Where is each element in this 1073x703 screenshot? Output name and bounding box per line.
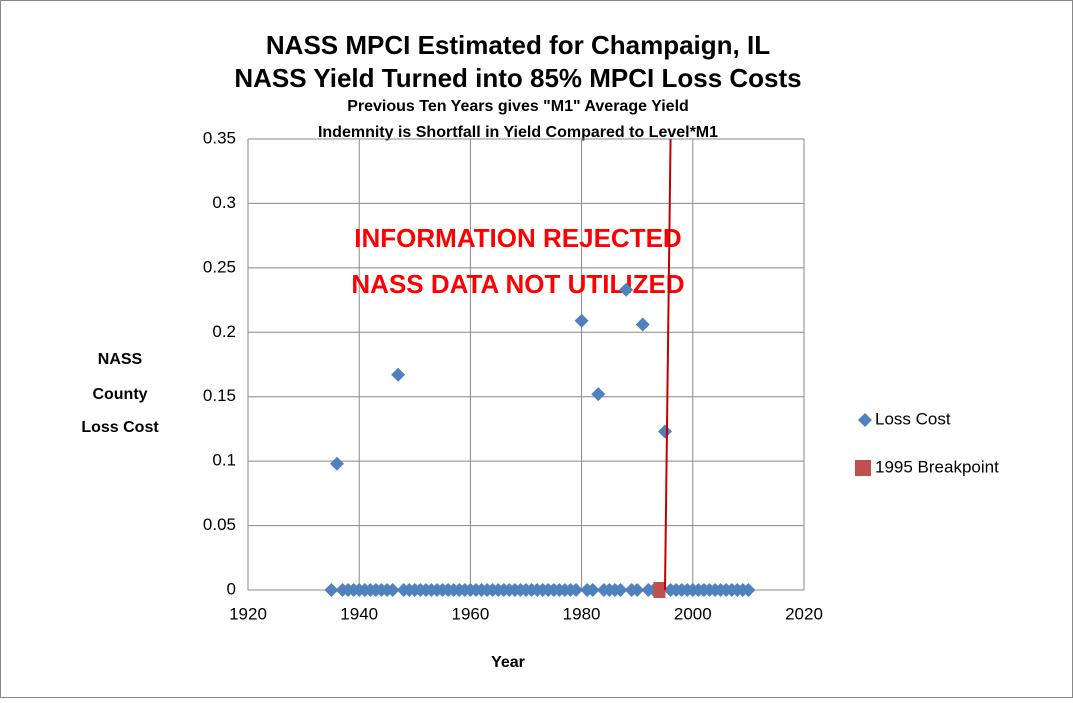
point: [391, 367, 406, 382]
annotation: NASS DATA NOT UTILIZED: [351, 269, 684, 299]
chart-subtitle: Indemnity is Shortfall in Yield Compared…: [318, 124, 718, 141]
point: [653, 582, 666, 598]
point: [658, 424, 672, 439]
legend-label: Loss Cost: [875, 409, 951, 428]
point: [591, 387, 606, 402]
y-tick-label: 0.1: [212, 451, 236, 470]
y-tick-label: 0.2: [212, 322, 236, 341]
y-tick-label: 0.35: [203, 128, 236, 147]
legend-marker: [858, 413, 872, 427]
point: [741, 583, 756, 597]
y-axis-label: Loss Cost: [81, 419, 159, 436]
y-tick-label: 0: [227, 579, 236, 598]
point: [324, 583, 339, 597]
breakpoint-line: [664, 138, 672, 591]
x-tick-label: 1960: [451, 604, 489, 623]
x-tick-label: 1980: [563, 604, 601, 623]
y-tick-label: 0.25: [203, 257, 236, 276]
y-tick-label: 0.3: [212, 193, 236, 212]
x-tick-label: 2020: [785, 604, 823, 623]
point: [613, 583, 628, 597]
annotation: INFORMATION REJECTED: [354, 223, 681, 253]
legend-label: 1995 Breakpoint: [875, 457, 999, 476]
chart-title: NASS MPCI Estimated for Champaign, IL: [266, 30, 770, 60]
y-axis-label: NASS: [98, 351, 143, 368]
x-axis-label: Year: [491, 654, 525, 671]
point: [635, 317, 650, 332]
x-tick-label: 2000: [674, 604, 712, 623]
chart-title: NASS Yield Turned into 85% MPCI Loss Cos…: [234, 63, 801, 93]
chart-subtitle: Previous Ten Years gives "M1" Average Yi…: [347, 98, 689, 115]
point: [385, 583, 400, 597]
point: [329, 456, 344, 471]
x-tick-label: 1940: [340, 604, 378, 623]
x-tick-label: 1920: [229, 604, 267, 623]
point: [619, 282, 634, 297]
y-axis-label: County: [92, 386, 147, 403]
y-tick-label: 0.15: [203, 386, 236, 405]
point: [574, 313, 589, 328]
legend-marker: [855, 460, 871, 476]
y-tick-label: 0.05: [203, 515, 236, 534]
point: [585, 583, 600, 597]
point: [630, 583, 645, 597]
point: [569, 583, 584, 597]
